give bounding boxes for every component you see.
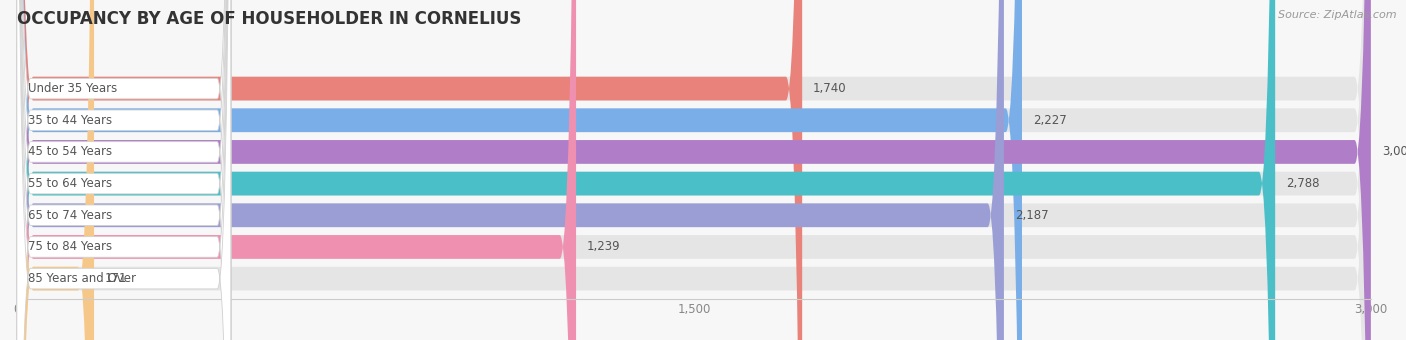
Text: 2,788: 2,788	[1286, 177, 1319, 190]
Text: Under 35 Years: Under 35 Years	[28, 82, 117, 95]
Text: 75 to 84 Years: 75 to 84 Years	[28, 240, 111, 253]
Text: 45 to 54 Years: 45 to 54 Years	[28, 146, 111, 158]
FancyBboxPatch shape	[17, 0, 1371, 340]
FancyBboxPatch shape	[17, 0, 1371, 340]
Text: 1,740: 1,740	[813, 82, 846, 95]
FancyBboxPatch shape	[17, 0, 1371, 340]
Text: 1,239: 1,239	[586, 240, 620, 253]
Text: 2,187: 2,187	[1015, 209, 1049, 222]
FancyBboxPatch shape	[17, 0, 231, 340]
FancyBboxPatch shape	[17, 0, 231, 340]
FancyBboxPatch shape	[17, 0, 803, 340]
Text: 171: 171	[105, 272, 128, 285]
Text: 35 to 44 Years: 35 to 44 Years	[28, 114, 111, 127]
Text: 65 to 74 Years: 65 to 74 Years	[28, 209, 112, 222]
FancyBboxPatch shape	[17, 0, 231, 340]
FancyBboxPatch shape	[17, 0, 231, 340]
Text: 55 to 64 Years: 55 to 64 Years	[28, 177, 111, 190]
FancyBboxPatch shape	[17, 0, 1371, 340]
Text: OCCUPANCY BY AGE OF HOUSEHOLDER IN CORNELIUS: OCCUPANCY BY AGE OF HOUSEHOLDER IN CORNE…	[17, 10, 522, 28]
Text: 2,227: 2,227	[1033, 114, 1067, 127]
FancyBboxPatch shape	[17, 0, 1371, 340]
FancyBboxPatch shape	[17, 0, 1371, 340]
FancyBboxPatch shape	[17, 0, 231, 340]
FancyBboxPatch shape	[17, 0, 1371, 340]
FancyBboxPatch shape	[17, 0, 1371, 340]
FancyBboxPatch shape	[17, 0, 576, 340]
Text: Source: ZipAtlas.com: Source: ZipAtlas.com	[1278, 10, 1396, 20]
Text: 3,000: 3,000	[1382, 146, 1406, 158]
FancyBboxPatch shape	[17, 0, 1275, 340]
Text: 85 Years and Over: 85 Years and Over	[28, 272, 135, 285]
FancyBboxPatch shape	[17, 0, 231, 340]
FancyBboxPatch shape	[17, 0, 1022, 340]
FancyBboxPatch shape	[17, 0, 231, 340]
FancyBboxPatch shape	[17, 0, 94, 340]
FancyBboxPatch shape	[17, 0, 1004, 340]
